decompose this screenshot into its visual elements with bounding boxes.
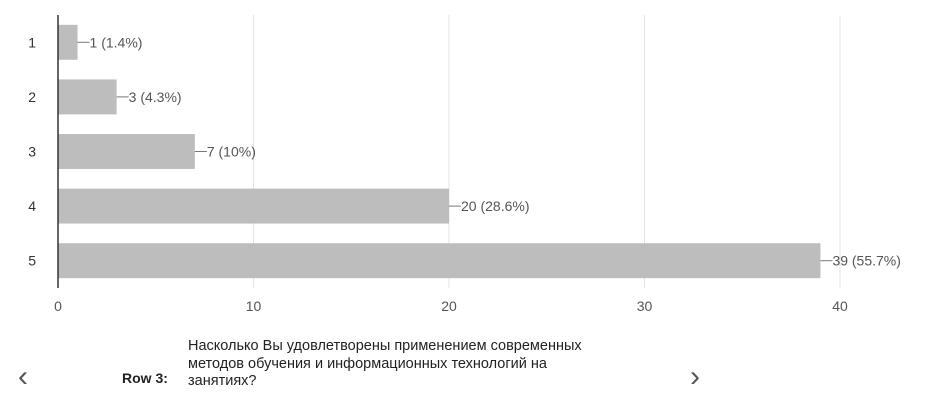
bar-4 [58,188,449,224]
row-label: Row 3: [122,370,168,386]
data-label-1: 1 (1.4%) [90,34,143,50]
category-label-1: 1 [28,34,36,50]
data-label-4: 20 (28.6%) [461,198,529,214]
x-tick-label-0: 0 [54,298,62,314]
data-label-5: 39 (55.7%) [832,253,900,269]
question-text: Насколько Вы удовлетворены применением с… [188,338,582,389]
bar-chart: 0 10 20 30 40 1 1 (1.4%) 2 3 (4.3%) 3 7 (10%) 4 20 (… [28,15,901,314]
chevron-left-icon[interactable]: ‹ [18,360,28,393]
bar-5 [58,243,821,279]
bar-3 [58,134,195,169]
bar-1 [58,24,78,60]
chevron-right-icon[interactable]: › [690,360,700,393]
x-tick-label-10: 10 [246,298,262,314]
bar-2 [58,79,117,115]
data-label-2: 3 (4.3%) [129,89,182,105]
x-tick-label-40: 40 [832,298,848,314]
category-label-5: 5 [28,253,36,269]
x-tick-label-30: 30 [637,298,653,314]
data-label-3: 7 (10%) [207,144,256,160]
category-label-4: 4 [28,198,36,214]
category-label-2: 2 [28,89,36,105]
x-tick-label-20: 20 [441,298,457,314]
category-label-3: 3 [28,144,36,160]
